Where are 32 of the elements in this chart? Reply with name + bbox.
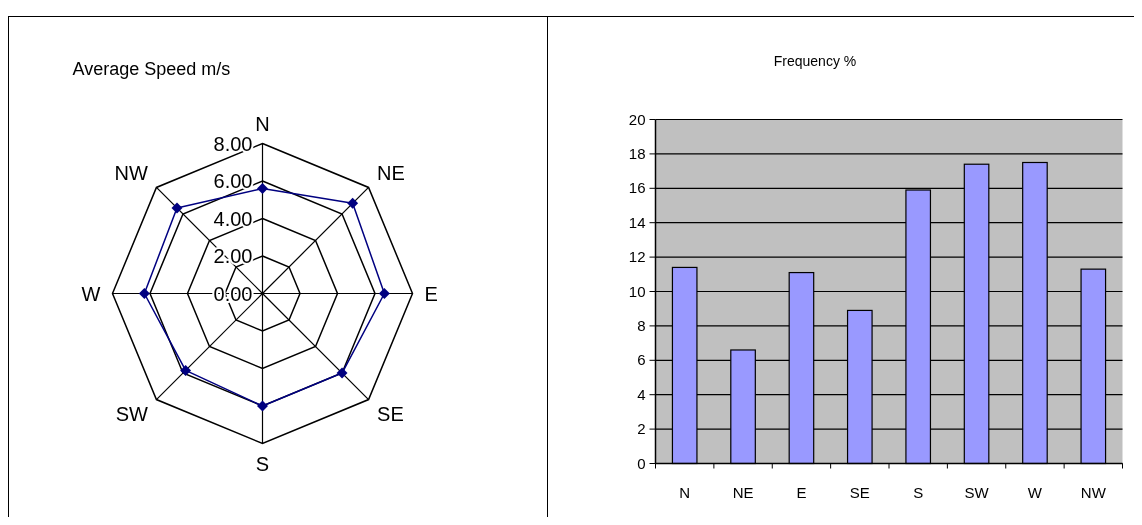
x-tick-label: NW [1080,483,1107,501]
spoke-label: N [255,112,270,135]
chart-title: Average Speed m/s [72,58,231,79]
spoke-label: E [424,282,438,305]
spoke-label: NW [114,162,149,185]
x-tick-label: SE [849,483,870,501]
chart-title: Frequency % [773,52,857,69]
spoke-label: W [81,282,101,305]
spoke-label: NE [377,162,405,185]
y-tick-label: 4 [637,385,646,403]
spoke-label: SW [115,402,149,425]
y-tick-label: 4.00 [213,207,253,230]
y-tick-label: 6 [637,351,646,369]
y-tick-label: 14 [628,213,646,231]
y-tick-label: 8.00 [213,132,253,155]
y-tick-label: 16 [628,179,646,197]
x-tick-label: S [913,483,924,501]
y-tick-label: 2 [637,420,646,438]
y-tick-label: 10 [628,282,646,300]
spoke-label: S [255,452,270,475]
y-tick-label: 6.00 [213,170,253,192]
y-tick-label: 20 [628,110,646,128]
x-tick-label: SW [964,483,990,501]
x-tick-label: NE [732,483,754,501]
y-tick-label: 8 [637,316,646,334]
y-tick-label: 18 [628,144,646,162]
x-tick-label: W [1027,483,1043,501]
x-tick-label: E [796,483,807,501]
spoke-label: SE [377,402,404,425]
x-tick-label: N [679,483,691,501]
y-tick-label: 0 [637,454,646,472]
y-tick-label: 12 [628,248,646,266]
